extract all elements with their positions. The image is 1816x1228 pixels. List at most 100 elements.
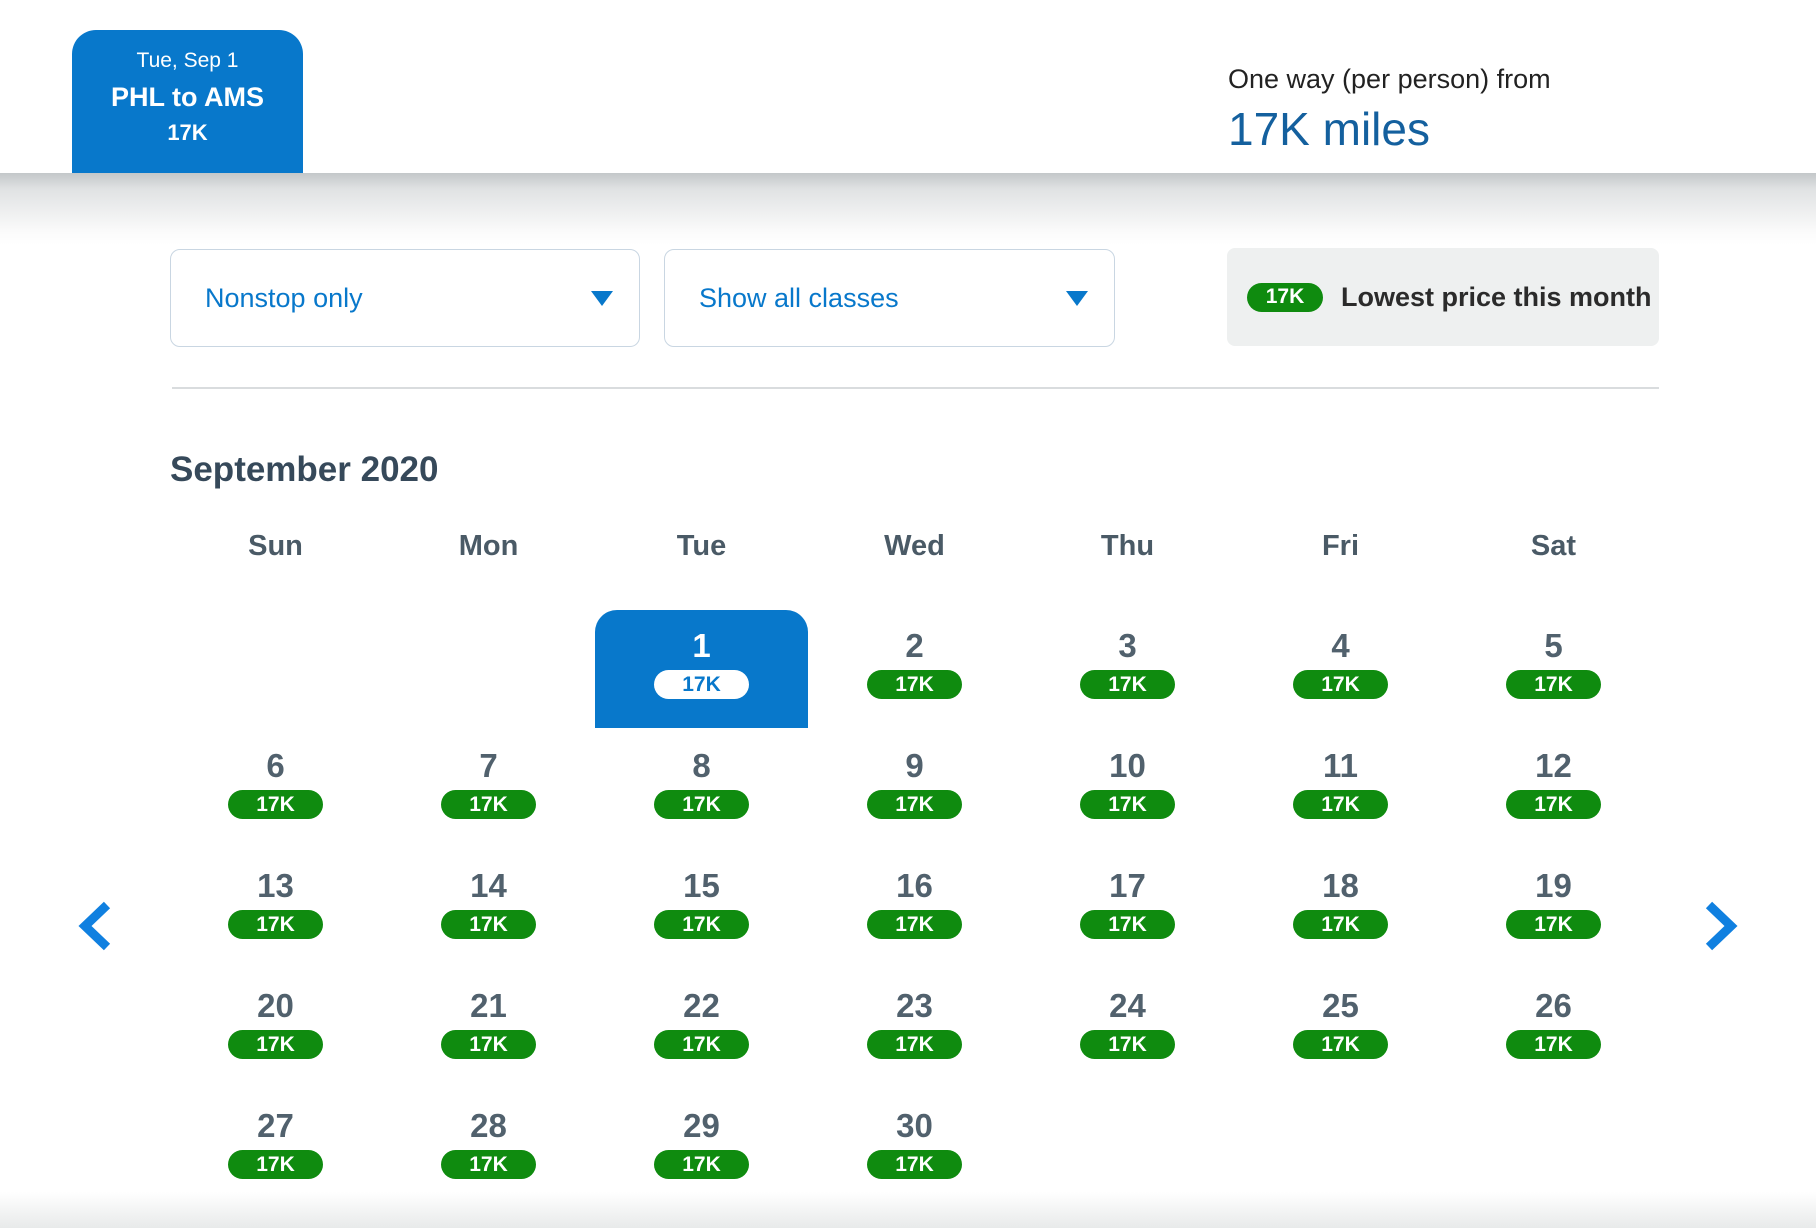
calendar: Sun Mon Tue Wed Thu Fri Sat 1 17K 2 17K 3 17K…: [169, 530, 1660, 1210]
trip-date: Tue, Sep 1: [136, 49, 239, 72]
calendar-day-cell[interactable]: 17 17K: [1021, 850, 1234, 968]
calendar-day-cell-selected[interactable]: 1 17K: [595, 610, 808, 728]
price-summary-label: One way (per person) from: [1228, 64, 1551, 94]
price-badge: 17K: [867, 1030, 962, 1059]
price-badge: 17K: [654, 910, 749, 939]
calendar-empty-cell: [169, 610, 382, 728]
calendar-day-cell[interactable]: 10 17K: [1021, 730, 1234, 848]
calendar-week-row: 6 17K 7 17K 8 17K 9 17K 10 17K 11 17K 12 17K: [169, 730, 1660, 850]
price-summary: One way (per person) from 17K miles: [1228, 64, 1551, 156]
legend-price-badge: 17K: [1247, 282, 1323, 312]
calendar-day-number: 3: [1118, 627, 1137, 664]
calendar-day-number: 11: [1323, 747, 1358, 784]
weekday-header-sat: Sat: [1530, 530, 1577, 562]
weekday-header-mon: Mon: [458, 530, 519, 562]
calendar-day-number: 7: [479, 747, 498, 784]
weekday-header-sun: Sun: [248, 530, 303, 562]
calendar-day-cell[interactable]: 24 17K: [1021, 970, 1234, 1088]
caret-down-icon: [1066, 291, 1088, 306]
calendar-day-number: 23: [896, 987, 933, 1024]
calendar-day-cell[interactable]: 2 17K: [808, 610, 1021, 728]
calendar-day-cell[interactable]: 6 17K: [169, 730, 382, 848]
calendar-day-cell[interactable]: 26 17K: [1447, 970, 1660, 1088]
price-badge: 17K: [1293, 1030, 1388, 1059]
calendar-day-cell[interactable]: 3 17K: [1021, 610, 1234, 728]
calendar-day-cell[interactable]: 9 17K: [808, 730, 1021, 848]
price-badge: 17K: [228, 1150, 323, 1179]
calendar-day-cell[interactable]: 4 17K: [1234, 610, 1447, 728]
calendar-day-cell[interactable]: 16 17K: [808, 850, 1021, 968]
calendar-day-cell[interactable]: 14 17K: [382, 850, 595, 968]
price-badge: 17K: [441, 790, 536, 819]
calendar-day-cell[interactable]: 23 17K: [808, 970, 1021, 1088]
calendar-day-number: 20: [257, 987, 294, 1024]
weekday-header-wed: Wed: [884, 530, 945, 562]
price-badge: 17K: [654, 670, 749, 699]
calendar-day-cell[interactable]: 19 17K: [1447, 850, 1660, 968]
calendar-day-cell[interactable]: 27 17K: [169, 1090, 382, 1208]
calendar-day-cell[interactable]: 30 17K: [808, 1090, 1021, 1208]
calendar-day-cell[interactable]: 15 17K: [595, 850, 808, 968]
calendar-day-number: 15: [683, 867, 720, 904]
selected-trip-tab[interactable]: Tue, Sep 1 PHL to AMS 17K: [72, 30, 303, 173]
prev-month-button[interactable]: [76, 900, 114, 952]
section-divider: [172, 387, 1659, 389]
calendar-day-number: 26: [1535, 987, 1572, 1024]
weekday-header-tue: Tue: [676, 530, 727, 562]
calendar-empty-cell: [1021, 1090, 1234, 1208]
calendar-day-cell[interactable]: 29 17K: [595, 1090, 808, 1208]
calendar-day-cell[interactable]: 25 17K: [1234, 970, 1447, 1088]
calendar-day-number: 18: [1322, 867, 1359, 904]
calendar-weeks: 1 17K 2 17K 3 17K 4 17K 5 17K 6 17K 7 17K 8 17K 9 17K 10 17…: [169, 610, 1660, 1210]
calendar-day-cell[interactable]: 7 17K: [382, 730, 595, 848]
price-badge: 17K: [1506, 790, 1601, 819]
price-badge: 17K: [228, 1030, 323, 1059]
calendar-day-number: 4: [1331, 627, 1350, 664]
chevron-left-icon: [78, 901, 111, 951]
calendar-day-cell[interactable]: 21 17K: [382, 970, 595, 1088]
stops-dropdown[interactable]: Nonstop only: [170, 249, 640, 347]
calendar-day-cell[interactable]: 11 17K: [1234, 730, 1447, 848]
stops-dropdown-value: Nonstop only: [205, 282, 363, 313]
price-badge: 17K: [1293, 670, 1388, 699]
calendar-day-number: 24: [1109, 987, 1146, 1024]
calendar-day-number: 1: [692, 627, 711, 664]
calendar-day-number: 10: [1109, 747, 1146, 784]
calendar-day-cell[interactable]: 12 17K: [1447, 730, 1660, 848]
cabin-class-dropdown[interactable]: Show all classes: [664, 249, 1115, 347]
trip-route: PHL to AMS: [111, 82, 264, 112]
price-badge: 17K: [867, 790, 962, 819]
price-badge: 17K: [654, 1150, 749, 1179]
calendar-day-number: 27: [257, 1107, 294, 1144]
caret-down-icon: [591, 291, 613, 306]
calendar-day-cell[interactable]: 8 17K: [595, 730, 808, 848]
price-badge: 17K: [228, 910, 323, 939]
calendar-day-cell[interactable]: 18 17K: [1234, 850, 1447, 968]
price-badge: 17K: [654, 790, 749, 819]
calendar-day-number: 19: [1535, 867, 1572, 904]
calendar-day-number: 30: [896, 1107, 933, 1144]
next-month-button[interactable]: [1702, 900, 1740, 952]
calendar-day-number: 16: [896, 867, 933, 904]
trip-price: 17K: [167, 120, 208, 145]
weekday-header-fri: Fri: [1321, 530, 1360, 562]
calendar-day-number: 6: [266, 747, 285, 784]
calendar-day-cell[interactable]: 20 17K: [169, 970, 382, 1088]
calendar-day-cell[interactable]: 5 17K: [1447, 610, 1660, 728]
chevron-right-icon: [1705, 901, 1738, 951]
price-badge: 17K: [1080, 670, 1175, 699]
weekday-header-row: Sun Mon Tue Wed Thu Fri Sat: [169, 530, 1660, 575]
price-badge: 17K: [1080, 790, 1175, 819]
calendar-week-row: 27 17K 28 17K 29 17K 30 17K: [169, 1090, 1660, 1210]
calendar-day-number: 21: [470, 987, 507, 1024]
calendar-day-cell[interactable]: 22 17K: [595, 970, 808, 1088]
calendar-day-cell[interactable]: 28 17K: [382, 1090, 595, 1208]
price-badge: 17K: [1293, 790, 1388, 819]
month-title: September 2020: [170, 450, 439, 489]
calendar-day-cell[interactable]: 13 17K: [169, 850, 382, 968]
price-badge: 17K: [228, 790, 323, 819]
price-badge: 17K: [1506, 670, 1601, 699]
price-badge: 17K: [1080, 910, 1175, 939]
price-badge: 17K: [1080, 1030, 1175, 1059]
